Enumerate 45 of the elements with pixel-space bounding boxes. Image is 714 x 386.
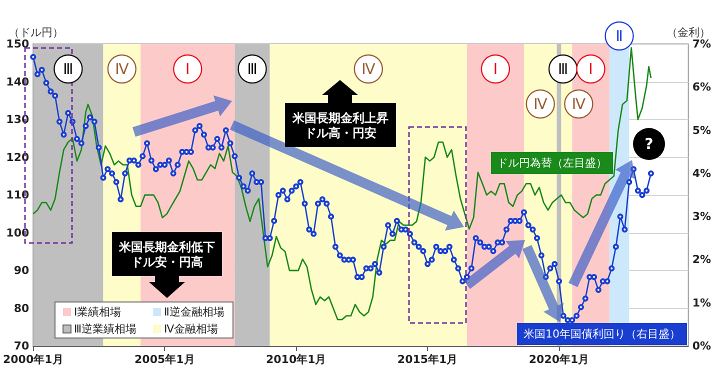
y2-tick-label: 0%	[692, 340, 712, 352]
y2-axis-title: （金利）	[666, 26, 710, 39]
y2-tick-label: 3%	[692, 210, 712, 224]
y-tick-label: 120	[6, 150, 30, 164]
y2-tick-label: 1%	[692, 296, 712, 310]
x-tick-label: 2000年1月	[2, 353, 64, 366]
annotation: 米国長期金利低下	[118, 240, 215, 254]
y-tick-label: 130	[6, 113, 30, 126]
band-label: Ⅳ	[572, 95, 586, 113]
band-label: Ⅳ	[114, 60, 129, 78]
y-tick-label: 70	[14, 340, 30, 352]
x-tick-label: 2010年1月	[266, 353, 326, 366]
text: 米国10年国債利回り（右目盛）	[524, 328, 680, 340]
annotation: Ⅲ逆業績相場	[74, 322, 137, 336]
y-tick-label: 80	[14, 302, 30, 315]
x-tick-label: 2015年1月	[397, 353, 458, 366]
band-label: Ⅳ	[533, 95, 548, 113]
y2-tick-label: 4%	[692, 166, 712, 180]
band-label: Ⅰ	[493, 60, 498, 78]
y2-tick-label: 5%	[692, 124, 712, 137]
y2-tick-label: 7%	[692, 38, 712, 50]
band-label: Ⅳ	[361, 60, 376, 78]
series-label: ドル円為替（左目盛）	[497, 156, 607, 170]
annotation: Ⅱ逆金融相場	[164, 306, 224, 318]
y-tick-label: 150	[6, 38, 30, 50]
annotation: ?	[644, 135, 654, 153]
annotation: Ⅳ金融相場	[164, 322, 218, 336]
band-label: Ⅰ	[588, 60, 593, 78]
annotation: ドル安・円高	[131, 255, 203, 269]
y2-tick-label: 2%	[692, 253, 712, 266]
band-label: Ⅲ	[63, 60, 74, 78]
y-tick-label: 140	[6, 75, 30, 88]
y-axis-title: （ドル円）	[8, 26, 64, 39]
y-tick-label: 110	[6, 188, 30, 202]
y-tick-label: 90	[14, 264, 30, 277]
band-label: Ⅲ	[558, 60, 568, 78]
y2-tick-label: 6%	[692, 80, 712, 94]
x-tick-label: 2020年1月	[528, 353, 590, 366]
annotation: Ⅰ業績相場	[74, 306, 122, 318]
x-tick-label: 2005年1月	[134, 353, 195, 366]
band-label: Ⅲ	[247, 60, 258, 78]
band-label: Ⅱ	[616, 27, 623, 45]
band-label: Ⅰ	[185, 60, 190, 78]
annotation: ドル高・円安	[304, 126, 376, 140]
annotation: 米国長期金利上昇	[292, 111, 388, 125]
